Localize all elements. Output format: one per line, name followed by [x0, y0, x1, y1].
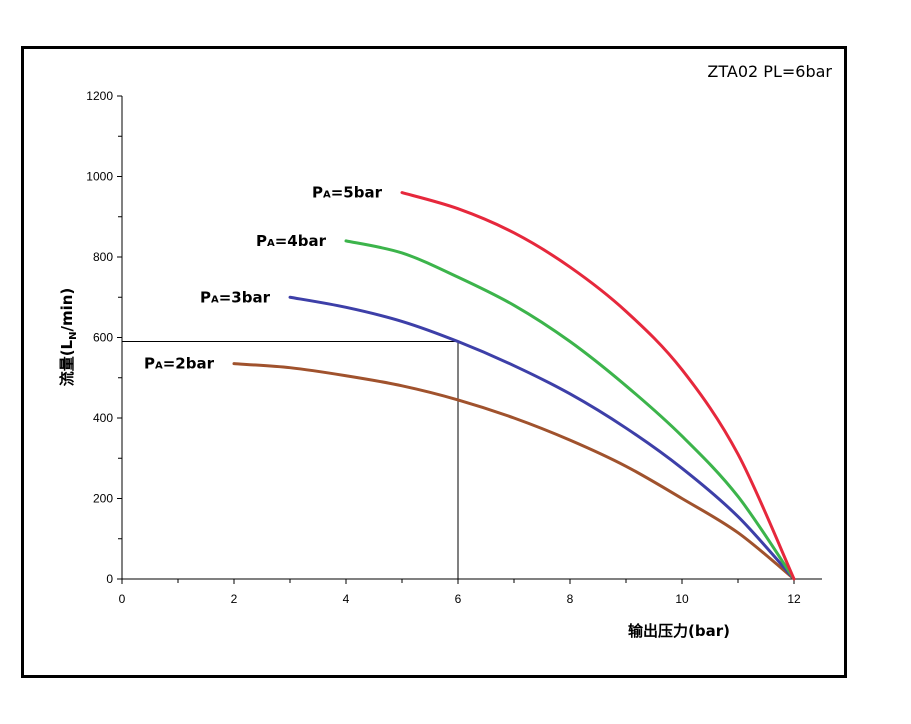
series-line-1: [232, 362, 796, 581]
y-axis-title: 流量(LN/min): [58, 288, 79, 387]
chart-title: ZTA02 PL=6bar: [707, 62, 832, 81]
reference-lines: [122, 341, 459, 579]
chart-frame: [21, 46, 847, 678]
y-tick-label: 200: [93, 492, 113, 506]
x-tick-label: 0: [119, 592, 126, 606]
series-label-tail: =2bar: [163, 355, 215, 373]
series-label-main: P: [256, 232, 267, 250]
series-label-4: PA=5bar: [312, 184, 383, 202]
y-tick-label: 800: [93, 250, 113, 264]
series-label-main: P: [144, 355, 155, 373]
axes: 0 2 4 6 8 10 12 0 200 400 600 800 1000 1200: [86, 89, 822, 606]
x-tick-label: 6: [455, 592, 462, 606]
series-label-main: P: [200, 288, 211, 306]
series-label-2: PA=3bar: [200, 288, 271, 306]
y-tick-label: 600: [93, 331, 113, 345]
series-label-sub: A: [323, 190, 331, 201]
x-tick-label: 2: [231, 592, 238, 606]
y-tick-label: 1000: [86, 170, 113, 184]
series-label-tail: =5bar: [331, 184, 383, 202]
series-label-sub: A: [211, 294, 219, 305]
series-label-1: PA=2bar: [144, 355, 215, 373]
x-tick-label: 8: [567, 592, 574, 606]
x-axis-title: 输出压力(bar): [628, 622, 730, 640]
series-label-main: P: [312, 184, 323, 202]
y-axis-title-tail: /min): [58, 288, 76, 332]
series-line-4: [400, 191, 796, 581]
x-tick-label: 4: [343, 592, 350, 606]
y-tick-label: 0: [106, 572, 113, 586]
y-axis-title-sub: N: [68, 332, 79, 340]
series-line-2: [288, 295, 796, 581]
y-tick-label: 1200: [86, 89, 113, 103]
series-label-sub: A: [155, 361, 163, 372]
series-line-3: [344, 239, 796, 581]
y-tick-label: 400: [93, 411, 113, 425]
y-axis-title-main: 流量(L: [58, 339, 76, 386]
x-tick-label: 12: [787, 592, 801, 606]
x-tick-label: 10: [675, 592, 689, 606]
series-label-tail: =4bar: [275, 232, 327, 250]
series-label-3: PA=4bar: [256, 232, 327, 250]
series-label-tail: =3bar: [219, 288, 271, 306]
series-group: [232, 191, 796, 581]
series-label-sub: A: [267, 238, 275, 249]
